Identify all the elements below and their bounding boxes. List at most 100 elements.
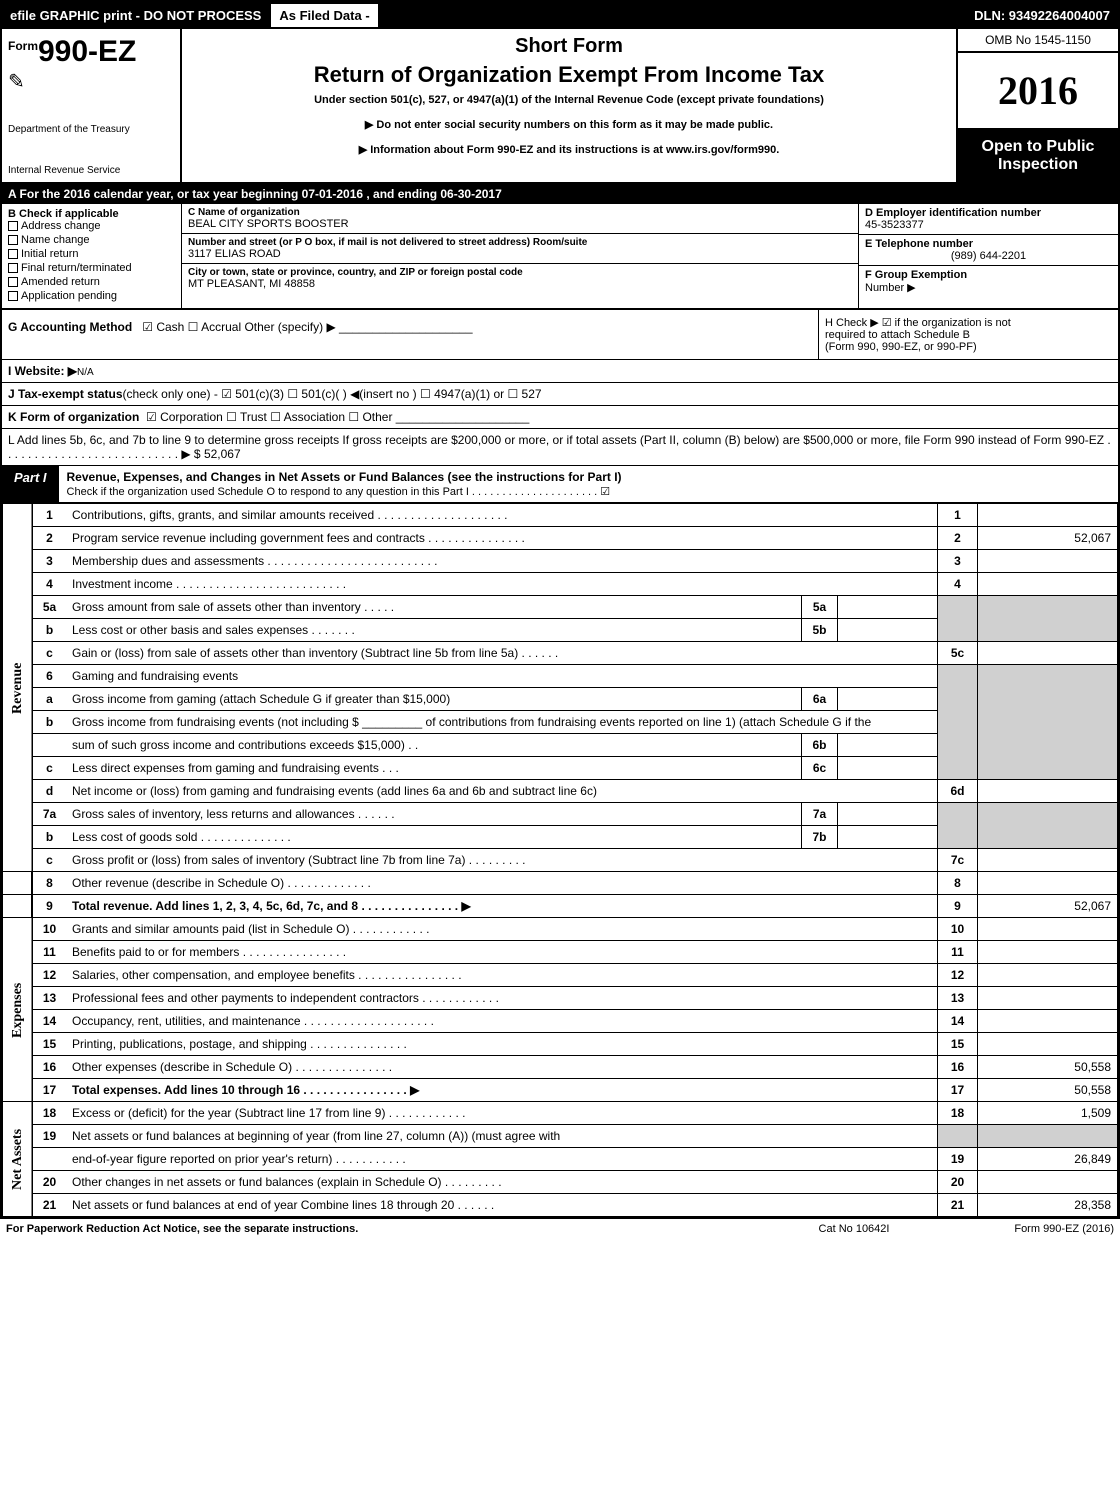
topbar-dln: DLN: 93492264004007 — [966, 4, 1118, 27]
form-prefix: Form — [8, 39, 38, 53]
footer: For Paperwork Reduction Act Notice, see … — [0, 1219, 1120, 1239]
footer-paperwork: For Paperwork Reduction Act Notice, see … — [6, 1223, 754, 1235]
form-of-org-row: K Form of organization ☑ Corporation ☐ T… — [2, 406, 1118, 429]
org-name: BEAL CITY SPORTS BOOSTER — [188, 218, 852, 230]
chk-amended-return[interactable]: Amended return — [8, 276, 175, 288]
line-16-desc: Other expenses (describe in Schedule O) … — [66, 1056, 938, 1079]
line-14-val — [978, 1010, 1118, 1033]
dept-treasury: Department of the Treasury — [8, 124, 174, 135]
line-4-val — [978, 573, 1118, 596]
line-14-desc: Occupancy, rent, utilities, and maintena… — [66, 1010, 938, 1033]
line-5c-val — [978, 642, 1118, 665]
line-3-val — [978, 550, 1118, 573]
open-to-public: Open to Public Inspection — [958, 130, 1118, 182]
b-label: B Check if applicable — [8, 208, 175, 220]
line-2-desc: Program service revenue including govern… — [66, 527, 938, 550]
line-6a-desc: Gross income from gaming (attach Schedul… — [66, 688, 802, 711]
phone-row: E Telephone number (989) 644-2201 — [859, 235, 1118, 266]
chk-address-change[interactable]: Address change — [8, 220, 175, 232]
line-5b-desc: Less cost or other basis and sales expen… — [66, 619, 802, 642]
header: Form990-EZ ✎ Department of the Treasury … — [2, 29, 1118, 184]
footer-catno: Cat No 10642I — [754, 1223, 954, 1235]
line-21-desc: Net assets or fund balances at end of ye… — [66, 1194, 938, 1217]
form-container: efile GRAPHIC print - DO NOT PROCESS As … — [0, 0, 1120, 1219]
line-6d-desc: Net income or (loss) from gaming and fun… — [66, 780, 938, 803]
line-17-val: 50,558 — [978, 1079, 1118, 1102]
phone-value: (989) 644-2201 — [865, 250, 1112, 262]
line-6-desc: Gaming and fundraising events — [66, 665, 938, 688]
line-12-val — [978, 964, 1118, 987]
tax-year: 2016 — [958, 53, 1118, 130]
col-c-org-info: C Name of organization BEAL CITY SPORTS … — [182, 204, 858, 308]
website-value: N/A — [77, 367, 94, 378]
line-1-desc: Contributions, gifts, grants, and simila… — [66, 504, 938, 527]
org-city-row: City or town, state or province, country… — [182, 264, 858, 293]
line-5c-desc: Gain or (loss) from sale of assets other… — [66, 642, 938, 665]
line-1-val — [978, 504, 1118, 527]
ein-row: D Employer identification number 45-3523… — [859, 204, 1118, 235]
part-i-tag: Part I — [2, 466, 59, 502]
website-row: I Website: ▶N/A — [2, 360, 1118, 383]
line-7a-desc: Gross sales of inventory, less returns a… — [66, 803, 802, 826]
footer-formno: Form 990-EZ (2016) — [954, 1223, 1114, 1235]
part-i-title: Revenue, Expenses, and Changes in Net As… — [59, 466, 1118, 502]
header-title-block: Short Form Return of Organization Exempt… — [182, 29, 958, 182]
short-form-label: Short Form — [188, 35, 950, 58]
omb-number: OMB No 1545-1150 — [958, 29, 1118, 53]
line-15-val — [978, 1033, 1118, 1056]
topbar-left: efile GRAPHIC print - DO NOT PROCESS — [2, 4, 269, 27]
header-left: Form990-EZ ✎ Department of the Treasury … — [2, 29, 182, 182]
chk-name-change[interactable]: Name change — [8, 234, 175, 246]
line-6d-val — [978, 780, 1118, 803]
line-11-desc: Benefits paid to or for members . . . . … — [66, 941, 938, 964]
chk-application-pending[interactable]: Application pending — [8, 290, 175, 302]
line-4-desc: Investment income . . . . . . . . . . . … — [66, 573, 938, 596]
gross-receipts-row: L Add lines 5b, 6c, and 7b to line 9 to … — [2, 429, 1118, 466]
chk-final-return[interactable]: Final return/terminated — [8, 262, 175, 274]
group-exemption-row: F Group Exemption Number ▶ — [859, 266, 1118, 297]
row-g-h: G Accounting Method ☑ Cash ☐ Accrual Oth… — [2, 310, 1118, 360]
side-net-assets: Net Assets — [3, 1102, 33, 1217]
chk-initial-return[interactable]: Initial return — [8, 248, 175, 260]
line-6b-desc2: sum of such gross income and contributio… — [66, 734, 802, 757]
line-7c-val — [978, 849, 1118, 872]
form-number: 990-EZ — [38, 35, 136, 68]
line-11-val — [978, 941, 1118, 964]
notice-info: ▶ Information about Form 990-EZ and its … — [188, 143, 950, 156]
col-d-ein: D Employer identification number 45-3523… — [858, 204, 1118, 308]
line-13-val — [978, 987, 1118, 1010]
line-10-desc: Grants and similar amounts paid (list in… — [66, 918, 938, 941]
header-right: OMB No 1545-1150 2016 Open to Public Ins… — [958, 29, 1118, 182]
line-19-desc2: end-of-year figure reported on prior yea… — [66, 1148, 938, 1171]
ein-value: 45-3523377 — [865, 219, 1112, 231]
line-18-val: 1,509 — [978, 1102, 1118, 1125]
org-name-row: C Name of organization BEAL CITY SPORTS … — [182, 204, 858, 234]
side-expenses: Expenses — [3, 918, 33, 1102]
org-addr-row: Number and street (or P O box, if mail i… — [182, 234, 858, 264]
org-city: MT PLEASANT, MI 48858 — [188, 278, 852, 290]
line-6b-desc1: Gross income from fundraising events (no… — [66, 711, 938, 734]
line-21-val: 28,358 — [978, 1194, 1118, 1217]
line-2-val: 52,067 — [978, 527, 1118, 550]
line-9-desc: Total revenue. Add lines 1, 2, 3, 4, 5c,… — [66, 895, 938, 918]
line-15-desc: Printing, publications, postage, and shi… — [66, 1033, 938, 1056]
form-subtitle: Under section 501(c), 527, or 4947(a)(1)… — [188, 94, 950, 106]
topbar-mid: As Filed Data - — [269, 2, 379, 29]
side-revenue: Revenue — [3, 504, 33, 872]
topbar: efile GRAPHIC print - DO NOT PROCESS As … — [2, 2, 1118, 29]
row-a-tax-year: A For the 2016 calendar year, or tax yea… — [2, 184, 1118, 204]
line-19-val: 26,849 — [978, 1148, 1118, 1171]
line-8-val — [978, 872, 1118, 895]
section-b: B Check if applicable Address change Nam… — [2, 204, 1118, 310]
schedule-b-check: H Check ▶ ☑ if the organization is not r… — [818, 310, 1118, 359]
accounting-method: G Accounting Method ☑ Cash ☐ Accrual Oth… — [2, 310, 818, 359]
line-5a-desc: Gross amount from sale of assets other t… — [66, 596, 802, 619]
dept-irs: Internal Revenue Service — [8, 165, 174, 176]
line-10-val — [978, 918, 1118, 941]
line-16-val: 50,558 — [978, 1056, 1118, 1079]
form-title: Return of Organization Exempt From Incom… — [188, 62, 950, 88]
line-3-desc: Membership dues and assessments . . . . … — [66, 550, 938, 573]
line-9-val: 52,067 — [978, 895, 1118, 918]
line-20-val — [978, 1171, 1118, 1194]
line-17-desc: Total expenses. Add lines 10 through 16 … — [66, 1079, 938, 1102]
